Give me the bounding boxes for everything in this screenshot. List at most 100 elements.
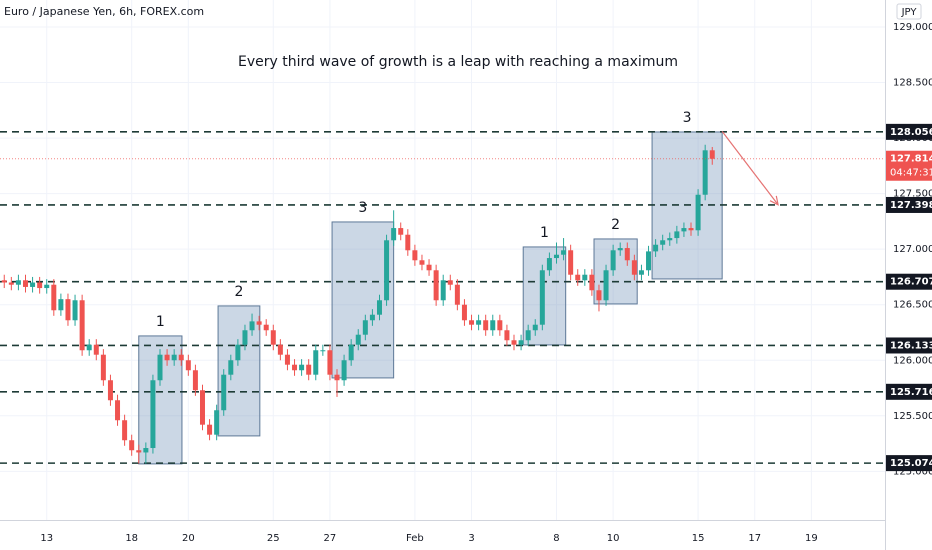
candle-body bbox=[136, 450, 142, 453]
candle-body bbox=[228, 360, 234, 375]
candle-body bbox=[277, 344, 283, 355]
currency-badge bbox=[896, 3, 922, 20]
candle-body bbox=[107, 380, 113, 401]
candle-body bbox=[86, 344, 92, 351]
candle-body bbox=[405, 234, 411, 251]
candle-body bbox=[284, 354, 290, 365]
y-tick-label: 128.500 bbox=[893, 78, 932, 89]
candle-body bbox=[192, 370, 198, 391]
price-label: 127.814 bbox=[890, 154, 932, 165]
candle-body bbox=[355, 334, 361, 345]
candle-body bbox=[702, 150, 708, 195]
candle-body bbox=[306, 364, 312, 375]
candle-body bbox=[143, 448, 149, 453]
candle-body bbox=[561, 250, 567, 255]
candle-body bbox=[667, 238, 673, 241]
levels bbox=[0, 131, 885, 464]
candle-body bbox=[469, 320, 475, 325]
x-tick-label: 3 bbox=[468, 533, 474, 544]
candle-body bbox=[362, 320, 368, 335]
overlay: 1 2 3 1 2 3 bbox=[0, 110, 885, 330]
candle-body bbox=[391, 228, 397, 241]
candle-body bbox=[150, 380, 156, 449]
wave-label: 1 bbox=[540, 225, 549, 241]
candle-body bbox=[79, 300, 85, 351]
candles bbox=[1, 144, 715, 464]
candle-body bbox=[412, 250, 418, 261]
annotation: Every third wave of growth is a leap wit… bbox=[238, 54, 678, 70]
candle-body bbox=[369, 314, 375, 321]
y-tick-label: 126.000 bbox=[893, 355, 932, 366]
candle-body bbox=[461, 304, 467, 321]
candle-body bbox=[582, 274, 588, 281]
level-badge bbox=[886, 273, 932, 290]
candle-body bbox=[398, 228, 404, 235]
currency: JPY bbox=[901, 7, 918, 18]
x-tick-label: 25 bbox=[267, 533, 280, 544]
candle-body bbox=[171, 354, 177, 361]
candle-body bbox=[327, 350, 333, 375]
level-label: 127.398 bbox=[890, 200, 932, 211]
candle-body bbox=[58, 299, 64, 311]
candle-body bbox=[37, 282, 43, 289]
candle-body bbox=[553, 254, 559, 259]
x-tick-label: 8 bbox=[553, 533, 559, 544]
candle-body bbox=[617, 248, 623, 251]
x-tick-label: 10 bbox=[607, 533, 620, 544]
candle-body bbox=[263, 324, 269, 331]
candle-body bbox=[242, 330, 248, 345]
candle-body bbox=[221, 374, 227, 411]
wave-box bbox=[331, 221, 395, 379]
x-tick-label: 18 bbox=[125, 533, 138, 544]
level-badge bbox=[886, 123, 932, 140]
candle-body bbox=[72, 300, 78, 321]
price-badge bbox=[886, 150, 932, 181]
level-label: 125.716 bbox=[890, 387, 932, 398]
y-tick-label: 125.500 bbox=[893, 411, 932, 422]
candle-body bbox=[638, 270, 644, 275]
candle-body bbox=[631, 260, 637, 275]
candle-body bbox=[341, 360, 347, 381]
arrow-line bbox=[721, 131, 779, 206]
wave-label: 1 bbox=[156, 314, 165, 330]
level-badge bbox=[886, 455, 932, 472]
candle-body bbox=[1, 280, 7, 283]
candle-body bbox=[235, 344, 241, 361]
level-label: 128.056 bbox=[890, 127, 932, 138]
candle-body bbox=[490, 320, 496, 331]
candle-body bbox=[596, 290, 602, 301]
candle-body bbox=[270, 330, 276, 345]
candle-body bbox=[207, 424, 213, 435]
candle-body bbox=[476, 320, 482, 325]
axes: 129.000128.500128.000127.500127.000126.5… bbox=[40, 22, 932, 544]
candle-body bbox=[157, 354, 163, 381]
candle-body bbox=[539, 270, 545, 325]
candle-body bbox=[8, 282, 14, 285]
candle-body bbox=[256, 321, 262, 325]
candle-body bbox=[603, 270, 609, 301]
candle-body bbox=[15, 280, 21, 285]
wave-label: 3 bbox=[683, 110, 692, 126]
candle-body bbox=[546, 258, 552, 271]
candle-body bbox=[313, 350, 319, 375]
x-tick-label: 27 bbox=[324, 533, 337, 544]
wave-label: 3 bbox=[358, 200, 367, 216]
candle-body bbox=[447, 280, 453, 285]
candle-body bbox=[93, 344, 99, 355]
chart-title: Euro / Japanese Yen, 6h, FOREX.com bbox=[4, 5, 204, 18]
candle-body bbox=[199, 390, 205, 425]
candle-body bbox=[525, 330, 531, 341]
candle-body bbox=[624, 248, 630, 261]
candle-body bbox=[426, 264, 432, 271]
candle-body bbox=[164, 354, 170, 361]
candle-body bbox=[688, 228, 694, 231]
arrow-head bbox=[769, 195, 779, 206]
candle-body bbox=[214, 410, 220, 435]
candle-body bbox=[568, 250, 574, 275]
candle-body bbox=[348, 344, 354, 361]
level-label: 126.133 bbox=[890, 340, 932, 351]
candle-body bbox=[115, 400, 121, 421]
candle-body bbox=[483, 320, 489, 331]
